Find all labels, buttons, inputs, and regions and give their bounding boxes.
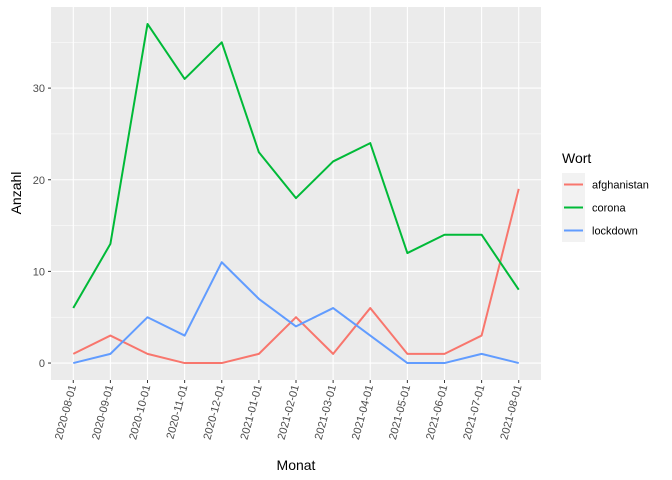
x-tick-label: 2021-05-01 [387,384,413,441]
y-tick-label: 0 [39,358,45,370]
legend: Wort afghanistan corona lockdown [562,150,649,242]
x-tick-label: 2020-09-01 [90,384,116,441]
legend-label-corona: corona [592,203,627,215]
y-axis: 0 10 20 30 [33,83,51,370]
series-lines [72,22,520,365]
x-axis-title: Monat [277,457,316,473]
y-tick-label: 30 [33,83,45,95]
series-line-lockdown [73,261,519,365]
x-tick-label: 2021-06-01 [424,384,450,441]
y-axis-title: Anzahl [8,172,24,215]
series-line-afghanistan [72,188,520,365]
x-tick-label: 2020-12-01 [201,384,227,441]
x-tick-label: 2021-03-01 [313,384,339,441]
x-tick-label: 2021-01-01 [239,384,265,441]
x-tick-label: 2020-10-01 [127,384,153,441]
legend-label-lockdown: lockdown [592,226,638,238]
legend-title: Wort [562,150,591,166]
y-tick-label: 20 [33,175,45,187]
x-tick-label: 2021-07-01 [461,384,487,441]
x-tick-label: 2021-02-01 [276,384,302,441]
y-tick-label: 10 [33,266,45,278]
x-axis: 2020-08-01 2020-09-01 2020-10-01 2020-11-01… [53,380,525,441]
x-tick-label: 2020-08-01 [53,384,79,441]
x-tick-label: 2021-04-01 [350,384,376,441]
legend-label-afghanistan: afghanistan [592,180,649,192]
x-tick-label: 2020-11-01 [165,384,191,441]
series-line-corona [72,22,520,309]
x-tick-label: 2021-08-01 [498,384,524,441]
